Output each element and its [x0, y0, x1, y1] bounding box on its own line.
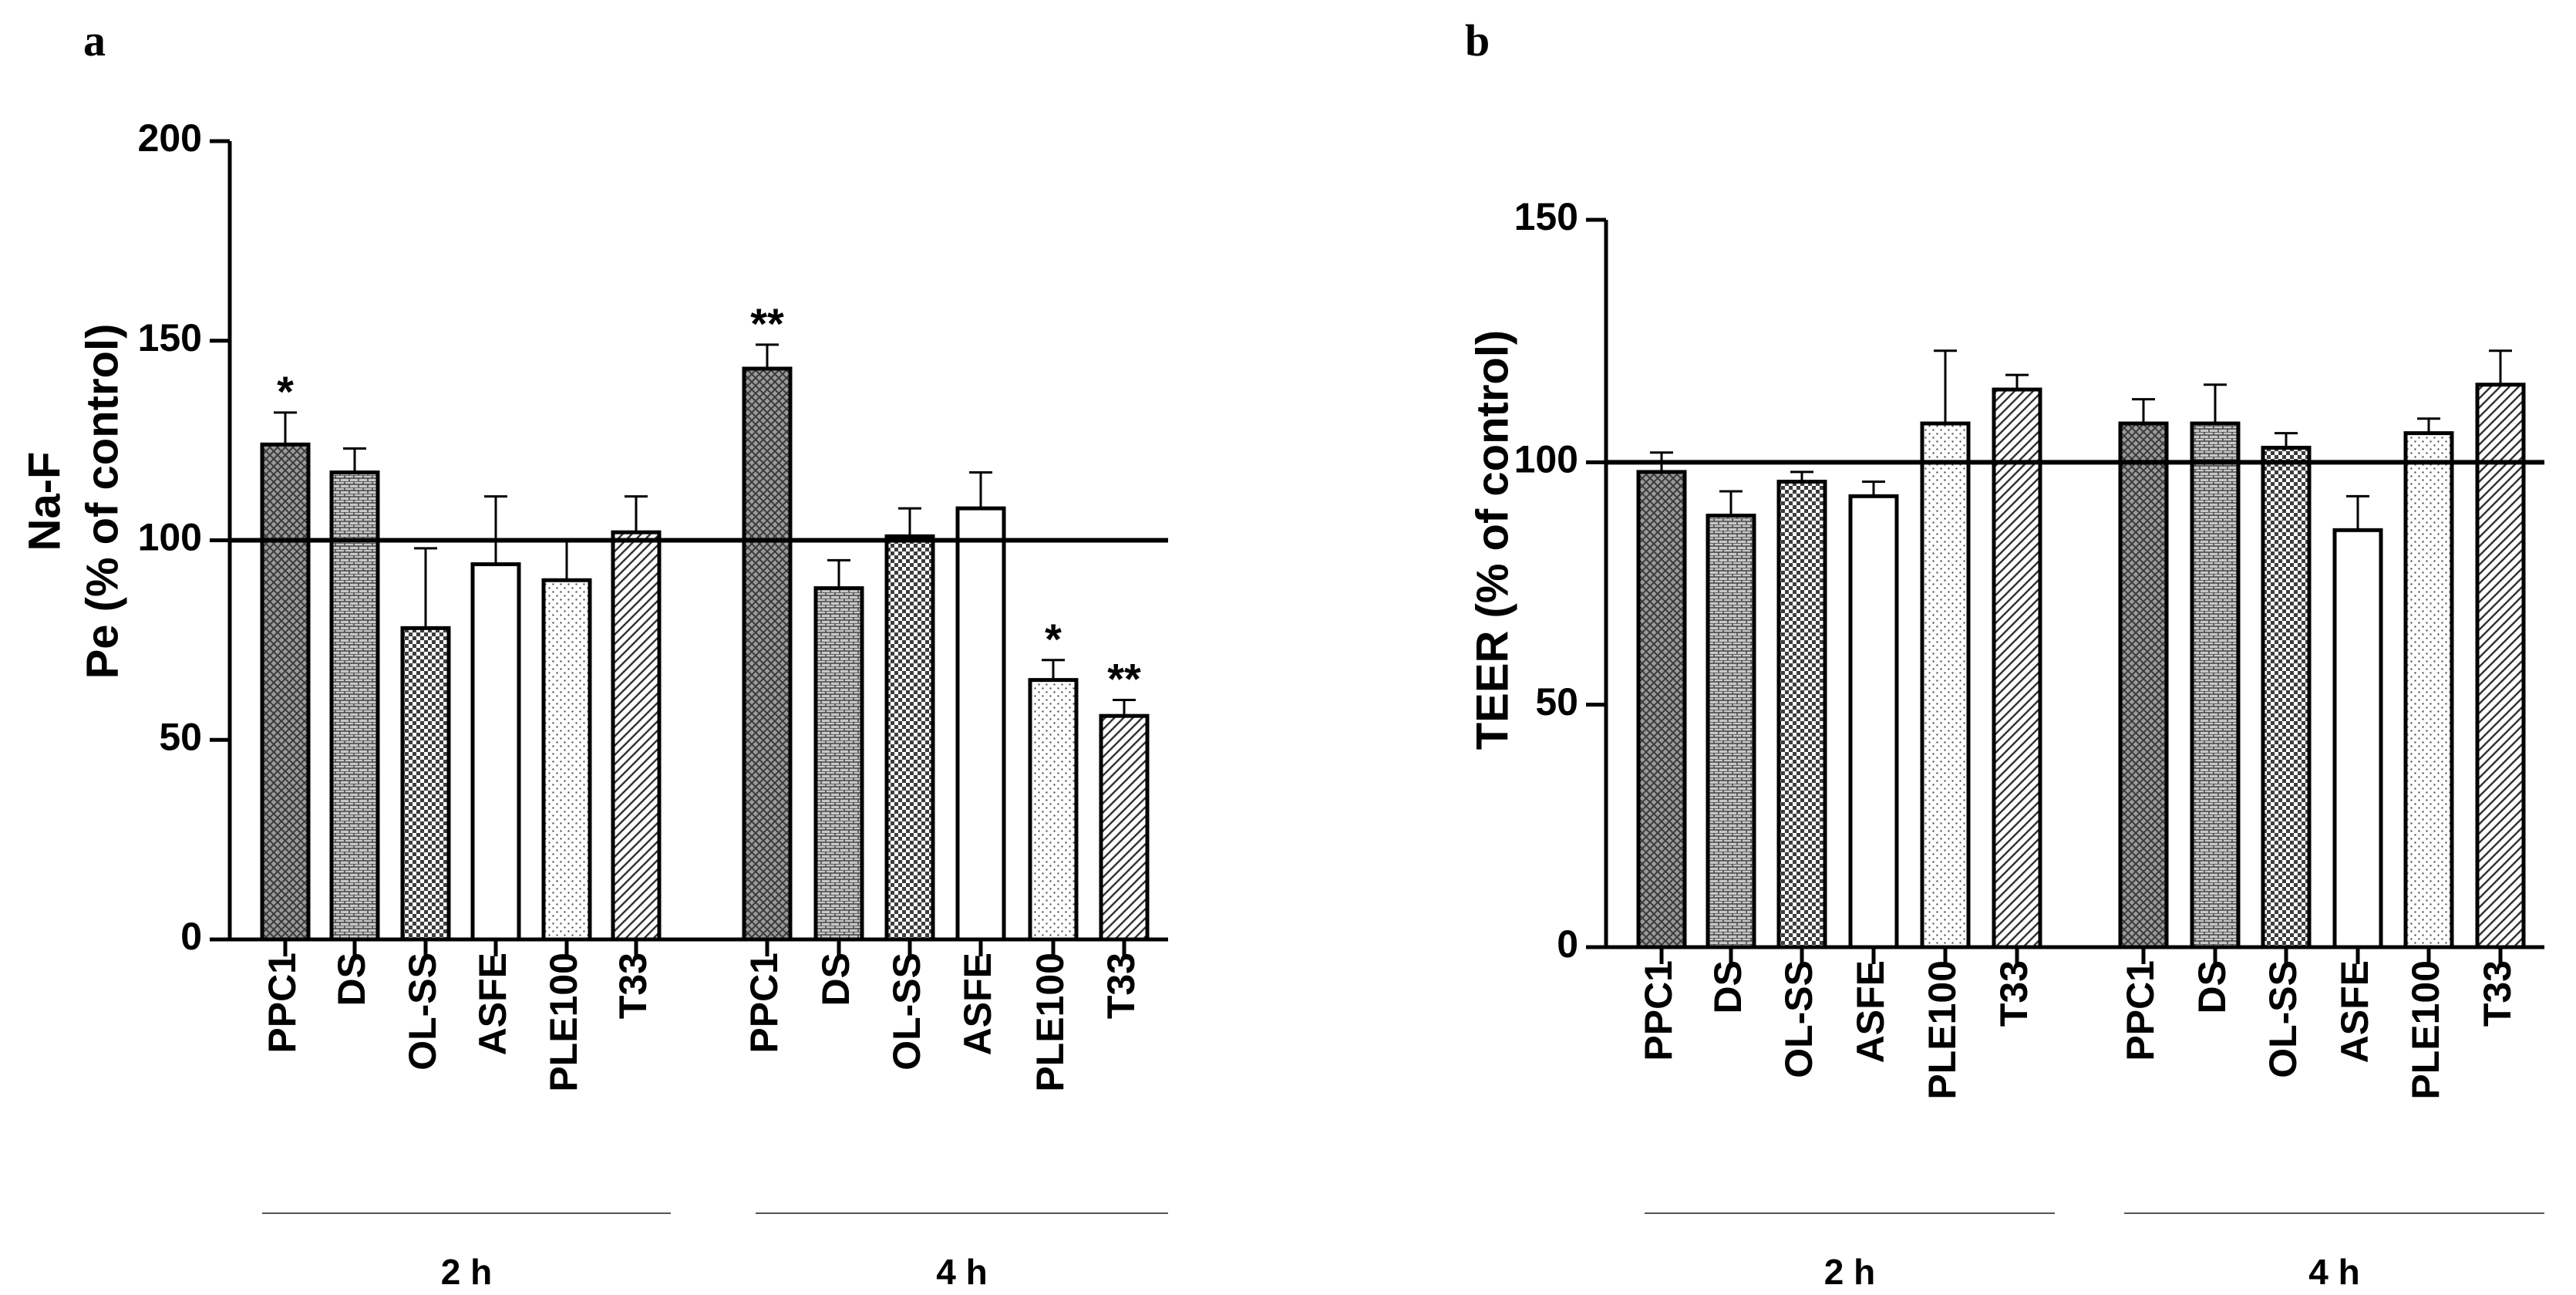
bar-asfe: [2332, 528, 2383, 949]
x-tick-label: PPC1: [1637, 960, 1680, 1061]
bar-ple100: [1920, 421, 1971, 949]
x-tick-label: OL-SS: [885, 953, 928, 1071]
y-tick-label: 100: [138, 516, 202, 559]
bar-asfe: [470, 562, 521, 942]
bar-ppc1: [260, 442, 311, 942]
bar-t33: [2475, 383, 2526, 949]
x-tick-label: OL-SS: [1777, 960, 1820, 1078]
bar-ppc1: [2118, 421, 2169, 949]
panel-label: a: [83, 15, 106, 66]
bar-ol-ss: [1776, 479, 1827, 949]
y-tick-label: 150: [1514, 195, 1578, 238]
x-tick-label: PLE100: [2404, 960, 2447, 1100]
y-tick-label: 150: [138, 316, 202, 359]
x-tick-label: DS: [2190, 960, 2234, 1013]
y-axis-label: TEER (% of control): [1467, 330, 1517, 750]
x-tick-label: ASFE: [956, 953, 999, 1055]
x-tick-label: ASFE: [1849, 960, 1892, 1063]
y-axis-label: Pe (% of control): [77, 324, 127, 680]
group-label: 2 h: [1824, 1252, 1875, 1292]
x-tick-label: DS: [330, 953, 373, 1006]
x-tick-label: DS: [814, 953, 857, 1006]
x-tick-label: PLE100: [542, 953, 585, 1092]
x-tick-label: T33: [2476, 960, 2519, 1027]
y-axis-label: Na-F: [19, 452, 69, 551]
x-tick-label: DS: [1706, 960, 1749, 1013]
bar-ds: [329, 470, 380, 942]
significance-marker: *: [277, 367, 294, 416]
significance-marker: *: [1045, 615, 1062, 663]
y-tick-label: 100: [1514, 438, 1578, 481]
bar-ppc1: [742, 366, 793, 942]
y-tick-label: 50: [159, 715, 202, 758]
panel-a-chart: a Na-F Pe (% of control) 0 50 100 150 200 * PPC1 D…: [19, 15, 1168, 1292]
x-tick-label: PPC1: [742, 953, 786, 1054]
group-label: 2 h: [441, 1252, 492, 1292]
x-tick-label: T33: [611, 953, 655, 1019]
group-label: 4 h: [2308, 1252, 2359, 1292]
x-tick-label: PLE100: [1029, 953, 1072, 1092]
x-tick-label: PLE100: [1921, 960, 1964, 1100]
y-tick-label: 0: [180, 915, 202, 958]
x-tick-label: PPC1: [261, 953, 304, 1054]
group-label: 4 h: [936, 1252, 987, 1292]
y-tick-label: 0: [1557, 922, 1578, 966]
bar-ol-ss: [400, 626, 451, 942]
x-tick-label: PPC1: [2119, 960, 2162, 1061]
bar-t33: [1099, 713, 1150, 942]
bar-ppc1: [1636, 470, 1687, 949]
x-tick-label: ASFE: [2333, 960, 2376, 1063]
bar-ds: [2190, 421, 2241, 949]
bar-ple100: [1028, 678, 1079, 942]
bar-ple100: [2403, 431, 2454, 949]
x-tick-label: OL-SS: [401, 953, 444, 1071]
significance-marker: **: [750, 299, 784, 348]
bar-t33: [1992, 387, 2042, 949]
bar-asfe: [955, 506, 1006, 942]
panel-b-chart: b TEER (% of control) 0 50 100 150 PPC1 DS OL-SS…: [1465, 15, 2544, 1292]
panel-label: b: [1465, 15, 1490, 66]
bar-ple100: [541, 578, 592, 942]
bar-ol-ss: [884, 534, 935, 942]
x-tick-label: ASFE: [471, 953, 514, 1055]
bar-ol-ss: [2261, 445, 2312, 949]
y-tick-label: 200: [138, 116, 202, 160]
y-tick-label: 50: [1535, 680, 1578, 723]
x-tick-label: T33: [1992, 960, 2036, 1027]
bar-t33: [611, 530, 662, 942]
bar-ds: [1706, 513, 1756, 949]
x-tick-label: T33: [1099, 953, 1143, 1019]
significance-marker: **: [1107, 655, 1141, 703]
x-tick-label: OL-SS: [2261, 960, 2305, 1078]
bar-asfe: [1848, 494, 1899, 949]
bar-ds: [813, 586, 864, 942]
